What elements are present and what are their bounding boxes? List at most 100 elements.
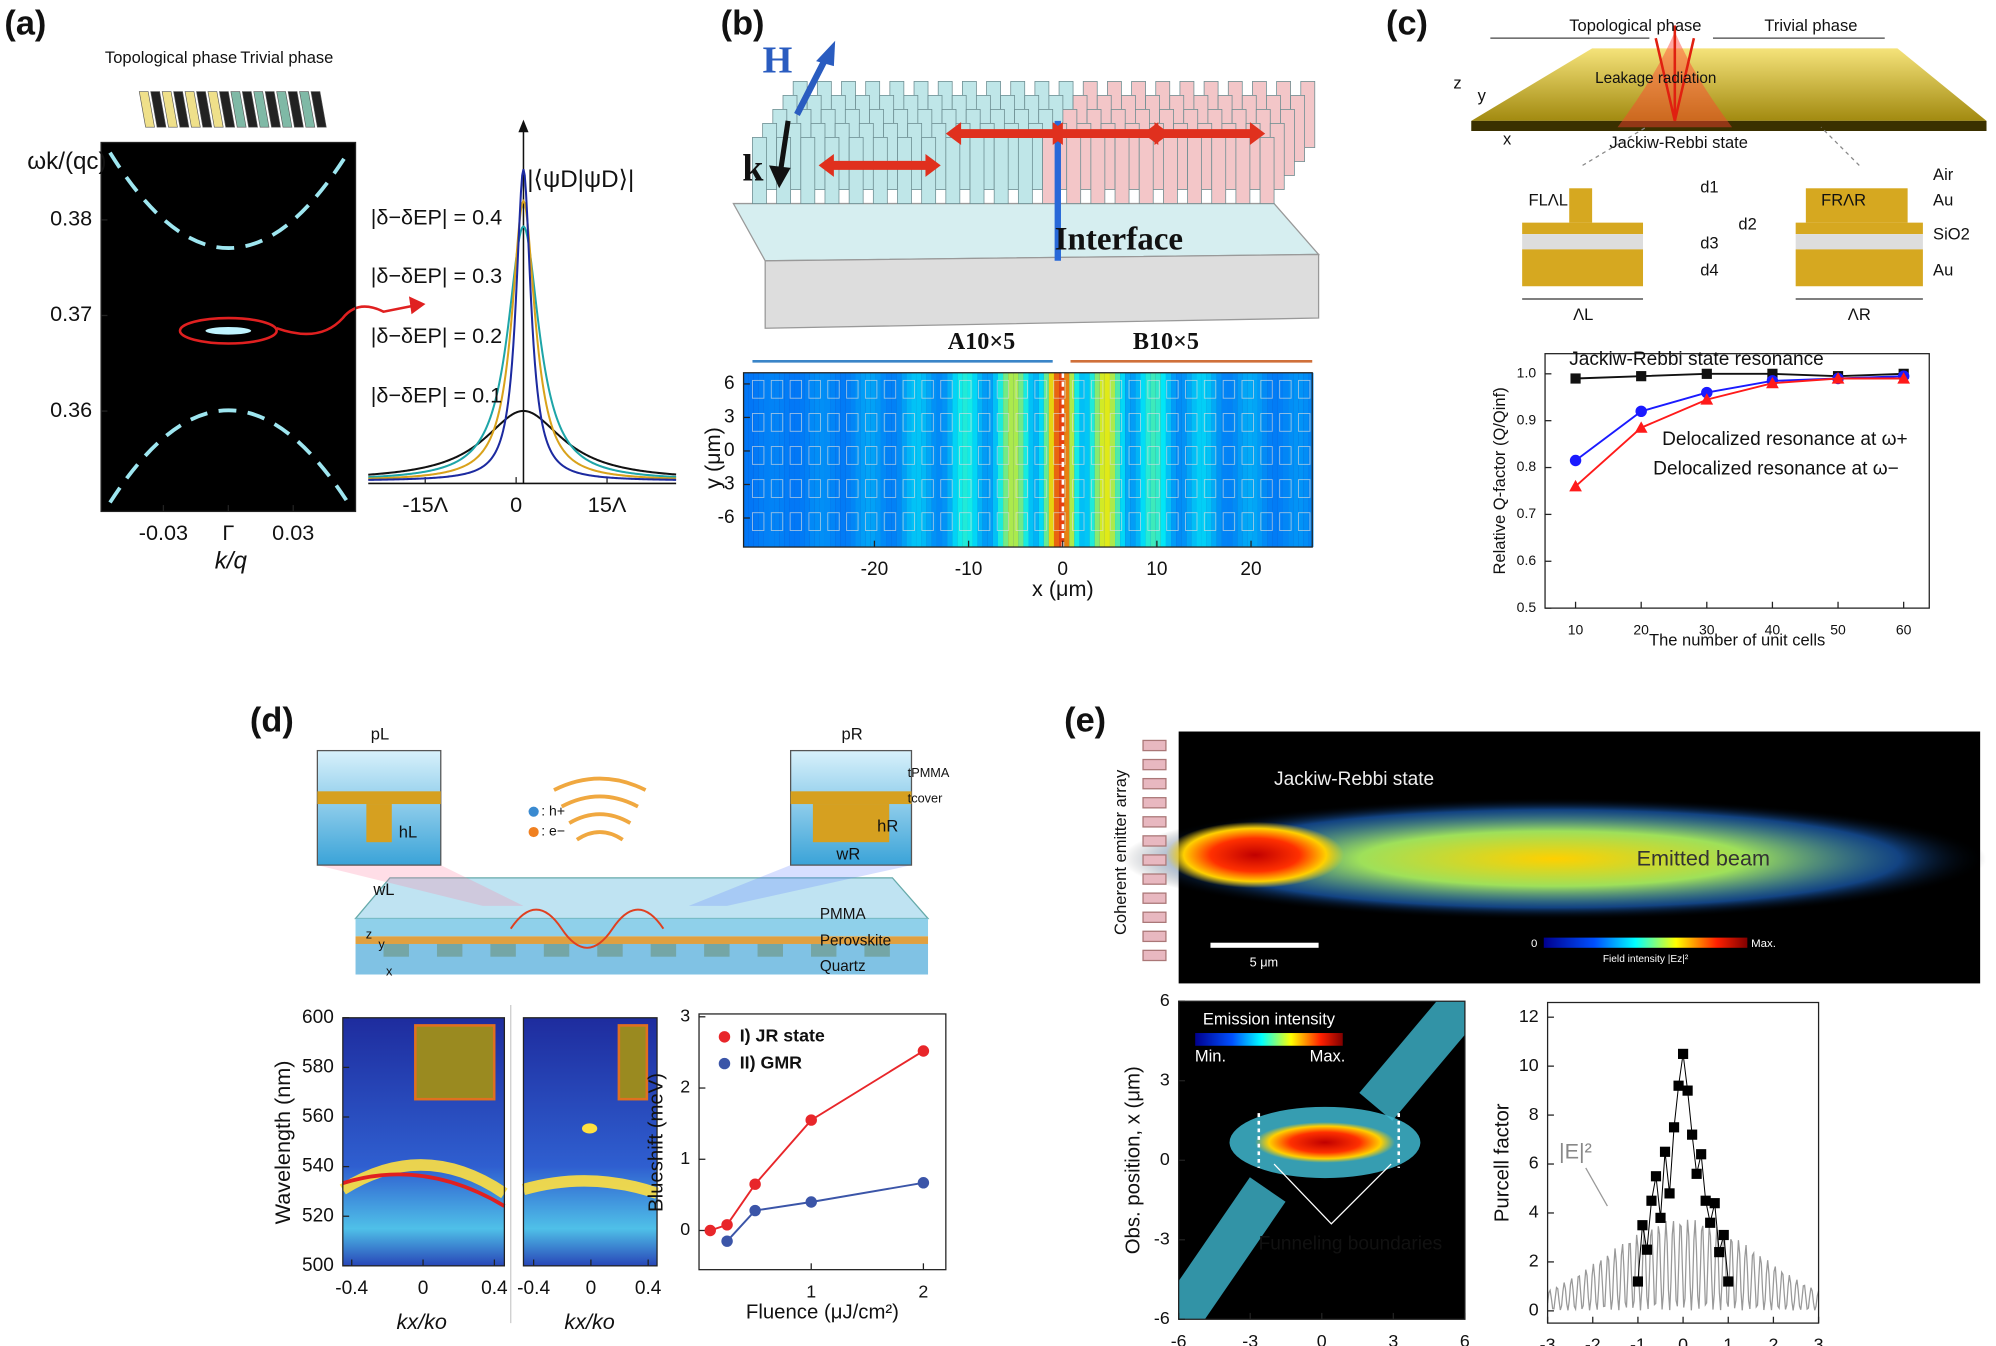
decoration (1053, 512, 1066, 531)
data-point (718, 1057, 731, 1070)
decoration (1147, 379, 1160, 399)
decoration (1247, 372, 1253, 548)
series-line (1575, 372, 1904, 380)
decoration (864, 379, 878, 399)
x-tick-label: -2 (1585, 1335, 1601, 1346)
y-tick-label: -3 (1154, 1228, 1170, 1248)
decoration (1216, 372, 1222, 548)
decoration (1282, 372, 1289, 548)
decoration (827, 479, 840, 498)
boundaries-label: Funneling boundaries (1259, 1233, 1443, 1254)
decoration (560, 794, 639, 809)
axis-letter: y (1478, 86, 1487, 105)
y-tick-label: -6 (718, 507, 735, 528)
decoration (1090, 446, 1104, 465)
decoration (1034, 479, 1047, 498)
decoration (977, 479, 991, 498)
x-tick-label: 20 (1240, 559, 1261, 580)
decoration (575, 830, 624, 842)
decoration (1135, 372, 1141, 548)
decoration (827, 379, 840, 399)
decoration (299, 91, 316, 128)
decoration (977, 379, 991, 399)
phase-label: Trivial phase (1764, 16, 1857, 35)
decoration (977, 512, 991, 531)
decoration (940, 479, 953, 498)
decoration (1072, 446, 1085, 465)
x-tick-label: 50 (1830, 622, 1846, 638)
decoration (1072, 512, 1085, 531)
decoration (901, 372, 907, 548)
data-point (1659, 1146, 1671, 1157)
decoration (864, 446, 878, 465)
decoration (1015, 413, 1028, 432)
y-tick-label: 0 (724, 440, 735, 461)
decoration (1203, 479, 1217, 498)
y-tick-label: 2 (1529, 1251, 1539, 1271)
decoration (1109, 512, 1123, 531)
decoration (173, 91, 190, 128)
x-tick-label: 0 (586, 1278, 597, 1299)
decoration (264, 91, 281, 128)
decoration (897, 137, 912, 204)
decoration (1242, 372, 1248, 548)
x-tick-label: 2 (1768, 1335, 1778, 1346)
panel-label: (e) (1064, 702, 1106, 740)
data-point (1705, 1217, 1716, 1228)
decoration (1222, 379, 1236, 399)
decoration (969, 137, 985, 204)
x-tick-label: 0 (1317, 1331, 1327, 1346)
decoration (1471, 48, 1987, 121)
decoration (926, 372, 932, 548)
decoration (850, 372, 856, 548)
legend-label: Delocalized resonance at ω− (1653, 458, 1899, 479)
data-point (1701, 368, 1712, 379)
decoration (996, 479, 1010, 498)
decoration (1017, 137, 1033, 204)
layer-label: Quartz (820, 958, 866, 975)
colorbar-max: Max. (1751, 938, 1776, 950)
decoration (1795, 222, 1923, 235)
decoration (1147, 512, 1160, 531)
data-point (917, 1177, 930, 1189)
decoration (800, 137, 816, 204)
decoration (794, 372, 800, 548)
decoration (816, 40, 836, 67)
decoration (230, 91, 247, 128)
decoration (1028, 372, 1034, 548)
field-label: k (742, 147, 764, 189)
decoration (1260, 413, 1273, 432)
decoration (1114, 137, 1130, 204)
decoration (1128, 379, 1141, 399)
x-axis-label: x (μm) (1032, 576, 1094, 601)
decoration (770, 479, 784, 498)
decoration (789, 479, 803, 498)
decoration (1142, 758, 1167, 771)
decoration (1185, 479, 1198, 498)
decoration (1034, 413, 1047, 432)
decoration (1147, 446, 1160, 465)
decoration (1277, 372, 1283, 548)
decoration (998, 372, 1004, 548)
period-label: pR (842, 725, 863, 744)
y-tick-label: -6 (1154, 1308, 1170, 1328)
decoration (1143, 122, 1159, 146)
series-line (1574, 377, 1904, 487)
x-tick-label: 30 (1699, 622, 1715, 638)
colorbar-min: 0 (1531, 938, 1537, 950)
decoration (1079, 372, 1085, 548)
decoration (276, 91, 293, 128)
data-point (1569, 479, 1582, 492)
x-tick-label: 3 (1388, 1331, 1398, 1346)
decoration (1203, 379, 1217, 399)
decoration (1262, 372, 1268, 548)
decoration (1522, 234, 1644, 250)
decoration (835, 372, 841, 548)
x-tick-label: 1 (806, 1281, 816, 1301)
decoration (1298, 446, 1311, 465)
decoration (789, 372, 795, 548)
data-point (1897, 372, 1911, 384)
legend-label: I) JR state (740, 1026, 825, 1046)
decoration (366, 804, 392, 843)
decoration (896, 372, 902, 548)
